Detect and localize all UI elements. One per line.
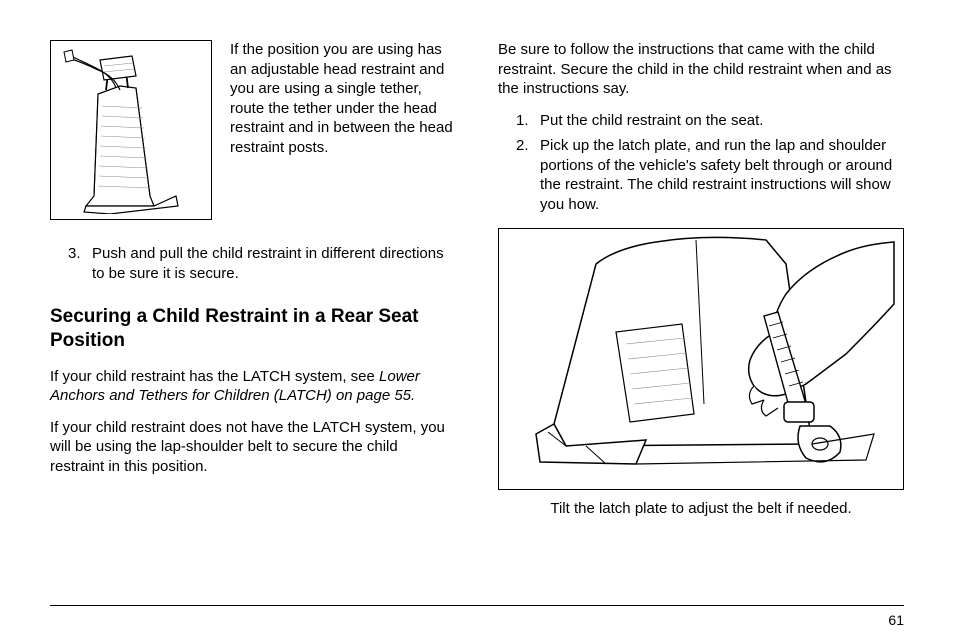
figure-1 [50, 40, 212, 220]
paragraph-no-latch: If your child restraint does not have th… [50, 418, 456, 477]
page-number: 61 [888, 612, 904, 628]
step-1: 1. Put the child restraint on the seat. [498, 111, 904, 131]
seat-tether-illustration [56, 46, 206, 214]
paragraph-latch-ref: If your child restraint has the LATCH sy… [50, 367, 456, 406]
footer-rule [50, 605, 904, 606]
step-2: 2. Pick up the latch plate, and run the … [498, 136, 904, 214]
paragraph-instructions: Be sure to follow the instructions that … [498, 40, 904, 99]
paragraph-latch-ref-a: If your child restraint has the LATCH sy… [50, 368, 379, 385]
figure-1-row: If the position you are using has an adj… [50, 40, 456, 220]
figure-2 [498, 228, 904, 490]
step-3-text: Push and pull the child restraint in dif… [92, 244, 456, 283]
step-2-number: 2. [516, 136, 540, 214]
figure-2-caption: Tilt the latch plate to adjust the belt … [498, 500, 904, 517]
step-3: 3. Push and pull the child restraint in … [50, 244, 456, 283]
step-3-number: 3. [68, 244, 92, 283]
right-column: Be sure to follow the instructions that … [498, 40, 904, 580]
step-1-number: 1. [516, 111, 540, 131]
latch-plate-illustration [506, 234, 896, 484]
step-1-text: Put the child restraint on the seat. [540, 111, 763, 131]
step-2-text: Pick up the latch plate, and run the lap… [540, 136, 904, 214]
figure-1-caption: If the position you are using has an adj… [230, 40, 456, 157]
section-heading: Securing a Child Restraint in a Rear Sea… [50, 305, 456, 353]
left-column: If the position you are using has an adj… [50, 40, 456, 580]
